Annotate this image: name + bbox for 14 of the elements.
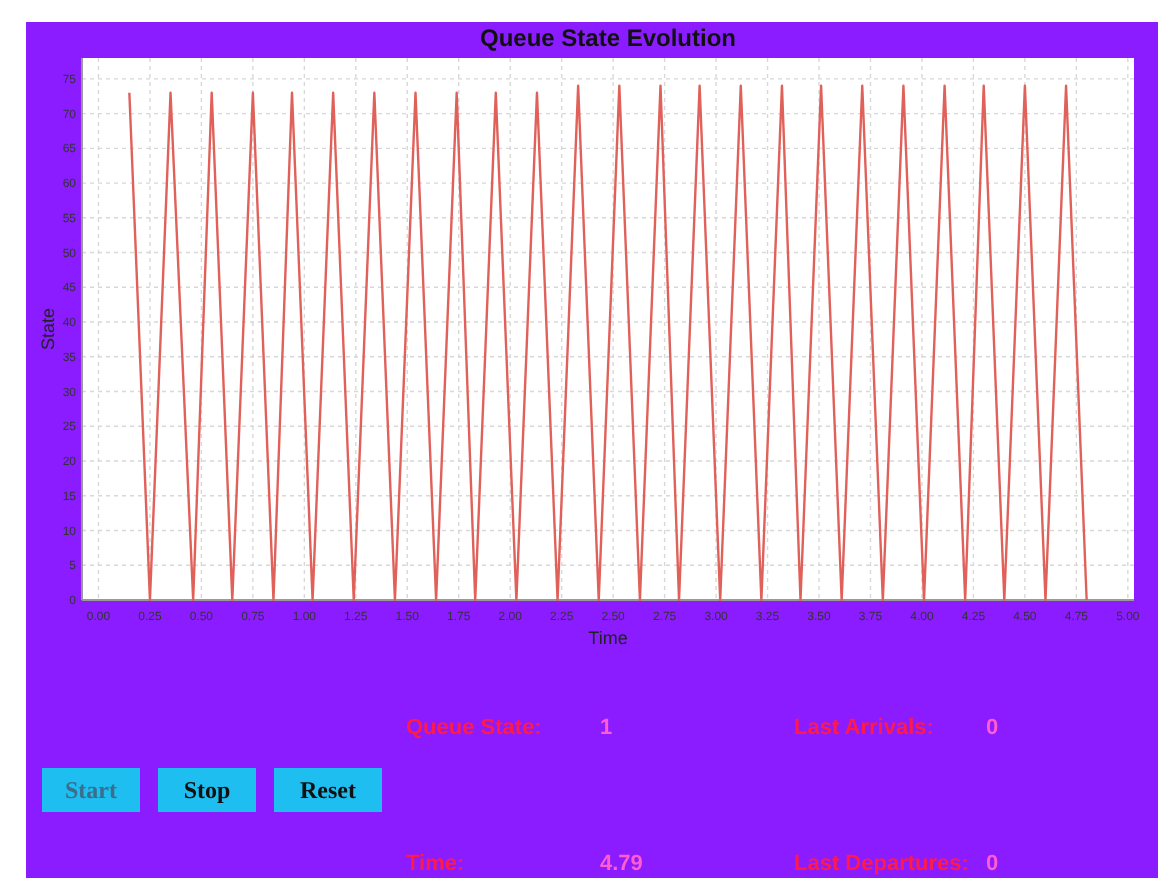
text: 0 bbox=[986, 852, 999, 876]
text: Queue State: bbox=[406, 716, 542, 740]
chart-title: Queue State Evolution bbox=[479, 24, 737, 52]
text: 4.79 bbox=[600, 852, 643, 876]
x-axis-title: Time bbox=[588, 628, 628, 648]
text: 1 bbox=[600, 716, 613, 740]
text: Last Arrivals: bbox=[794, 716, 934, 740]
text: Last Departures: bbox=[794, 852, 969, 876]
button: Reset bbox=[274, 768, 382, 812]
button: Stop bbox=[158, 768, 256, 812]
y-axis-title: State bbox=[38, 307, 58, 351]
button: Start bbox=[42, 768, 140, 812]
text: 0 bbox=[986, 716, 999, 740]
text: Time: bbox=[406, 852, 465, 876]
